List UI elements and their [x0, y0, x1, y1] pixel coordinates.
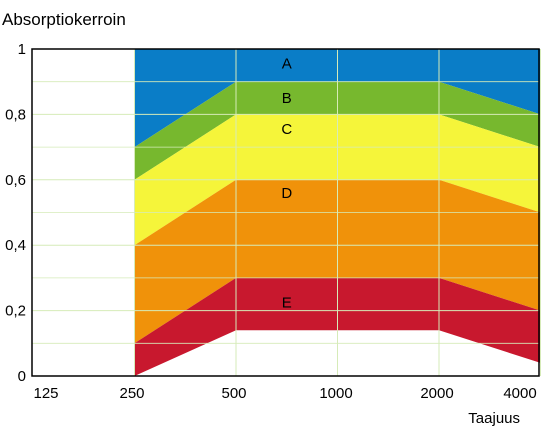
band-label-a: A	[282, 56, 292, 73]
x-tick-label: 500	[221, 385, 246, 402]
plot-frame	[31, 48, 540, 377]
y-tick-label: 0,6	[5, 172, 26, 189]
y-axis-label: Absorptiokerroin	[2, 10, 126, 29]
band-label-b: B	[282, 90, 292, 107]
x-tick-label: 4000	[503, 385, 536, 402]
x-tick-label: 1000	[319, 385, 352, 402]
y-tick-label: 0,2	[5, 303, 26, 320]
y-tick-label: 0	[18, 368, 26, 385]
grid-layer	[32, 49, 541, 376]
x-axis-label: Taajuus	[468, 410, 520, 427]
band-label-d: D	[281, 185, 292, 202]
ticks-layer: 0 0,2 0,4 0,6 0,8 1 125 250 500 1000 2000 4000	[5, 41, 537, 402]
y-tick-label: 0,4	[5, 237, 26, 254]
band-label-e: E	[282, 294, 292, 311]
x-tick-label: 2000	[420, 385, 453, 402]
x-tick-label: 250	[119, 385, 144, 402]
labels-layer: ABC D E	[281, 56, 292, 312]
band-label-c: C	[281, 121, 292, 138]
x-tick-label: 125	[33, 385, 58, 402]
y-tick-label: 0,8	[5, 106, 26, 123]
y-tick-label: 1	[18, 41, 26, 58]
